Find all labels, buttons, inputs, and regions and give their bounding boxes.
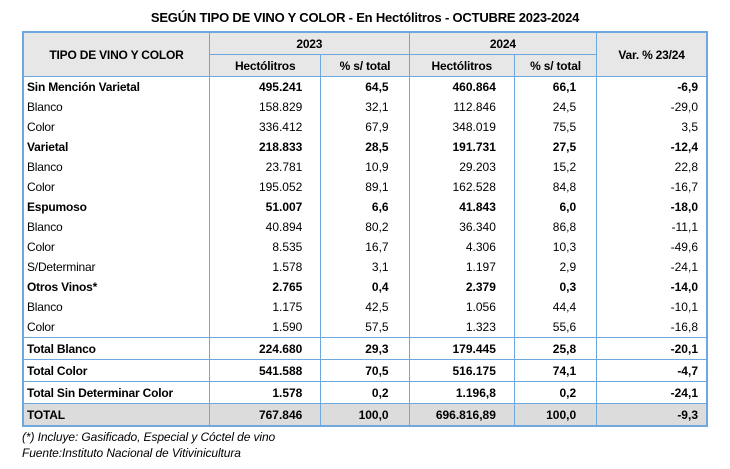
footnote-source: Fuente:Instituto Nacional de Vitivinicul… — [22, 445, 241, 460]
table-header: TIPO DE VINO Y COLOR 2023 2024 Var. % 23… — [22, 31, 708, 77]
table-row: Varietal 218.833 28,5 191.731 27,5 -12,4 — [22, 137, 708, 157]
table-row: Color 195.052 89,1 162.528 84,8 -16,7 — [22, 177, 708, 197]
table-row: Total Blanco 224.680 29,3 179.445 25,8 -… — [22, 337, 708, 360]
header-pct-total-2024: % s/ total — [513, 54, 598, 77]
table-row: TOTAL 767.846 100,0 696.816,89 100,0 -9,… — [22, 403, 708, 426]
header-hectolitros-2023: Hectólitros — [209, 54, 322, 77]
table-row: Blanco 1.175 42,5 1.056 44,4 -10,1 — [22, 297, 708, 317]
table-row: Sin Mención Varietal 495.241 64,5 460.86… — [22, 76, 708, 97]
header-year-2024: 2024 — [408, 31, 598, 55]
table-row: Blanco 158.829 32,1 112.846 24,5 -29,0 — [22, 97, 708, 117]
table-row: Color 1.590 57,5 1.323 55,6 -16,8 — [22, 317, 708, 338]
table-row: Blanco 23.781 10,9 29.203 15,2 22,8 — [22, 157, 708, 177]
wine-production-table: TIPO DE VINO Y COLOR 2023 2024 Var. % 23… — [22, 31, 708, 427]
table-row: Total Sin Determinar Color 1.578 0,2 1.1… — [22, 381, 708, 404]
header-row-years: TIPO DE VINO Y COLOR 2023 2024 Var. % 23… — [22, 31, 708, 77]
table-row: Otros Vinos* 2.765 0,4 2.379 0,3 -14,0 — [22, 277, 708, 297]
header-pct-total-2023: % s/ total — [320, 54, 410, 77]
table-row: S/Determinar 1.578 3,1 1.197 2,9 -24,1 — [22, 257, 708, 277]
table-row: Espumoso 51.007 6,6 41.843 6,0 -18,0 — [22, 197, 708, 217]
table-title: SEGÚN TIPO DE VINO Y COLOR - En Hectólit… — [150, 10, 580, 25]
header-row-measures: Hectólitros % s/ total Hectólitros % s/ … — [23, 54, 707, 77]
table-row: Blanco 40.894 80,2 36.340 86,8 -11,1 — [22, 217, 708, 237]
table-row: Color 8.535 16,7 4.306 10,3 -49,6 — [22, 237, 708, 257]
footnotes: (*) Incluye: Gasificado, Especial y Cóct… — [22, 430, 708, 461]
header-var-percent: Var. % 23/24 — [596, 31, 708, 77]
footnote-includes: (*) Incluye: Gasificado, Especial y Cóct… — [22, 430, 276, 444]
header-hectolitros-2024: Hectólitros — [408, 54, 515, 77]
header-year-2023: 2023 — [209, 31, 410, 55]
table-row: Color 336.412 67,9 348.019 75,5 3,5 — [22, 117, 708, 137]
table-row: Total Color 541.588 70,5 516.175 74,1 -4… — [22, 359, 708, 382]
header-tipo-de-vino: TIPO DE VINO Y COLOR — [22, 31, 211, 77]
table-body: Sin Mención Varietal 495.241 64,5 460.86… — [22, 76, 708, 426]
